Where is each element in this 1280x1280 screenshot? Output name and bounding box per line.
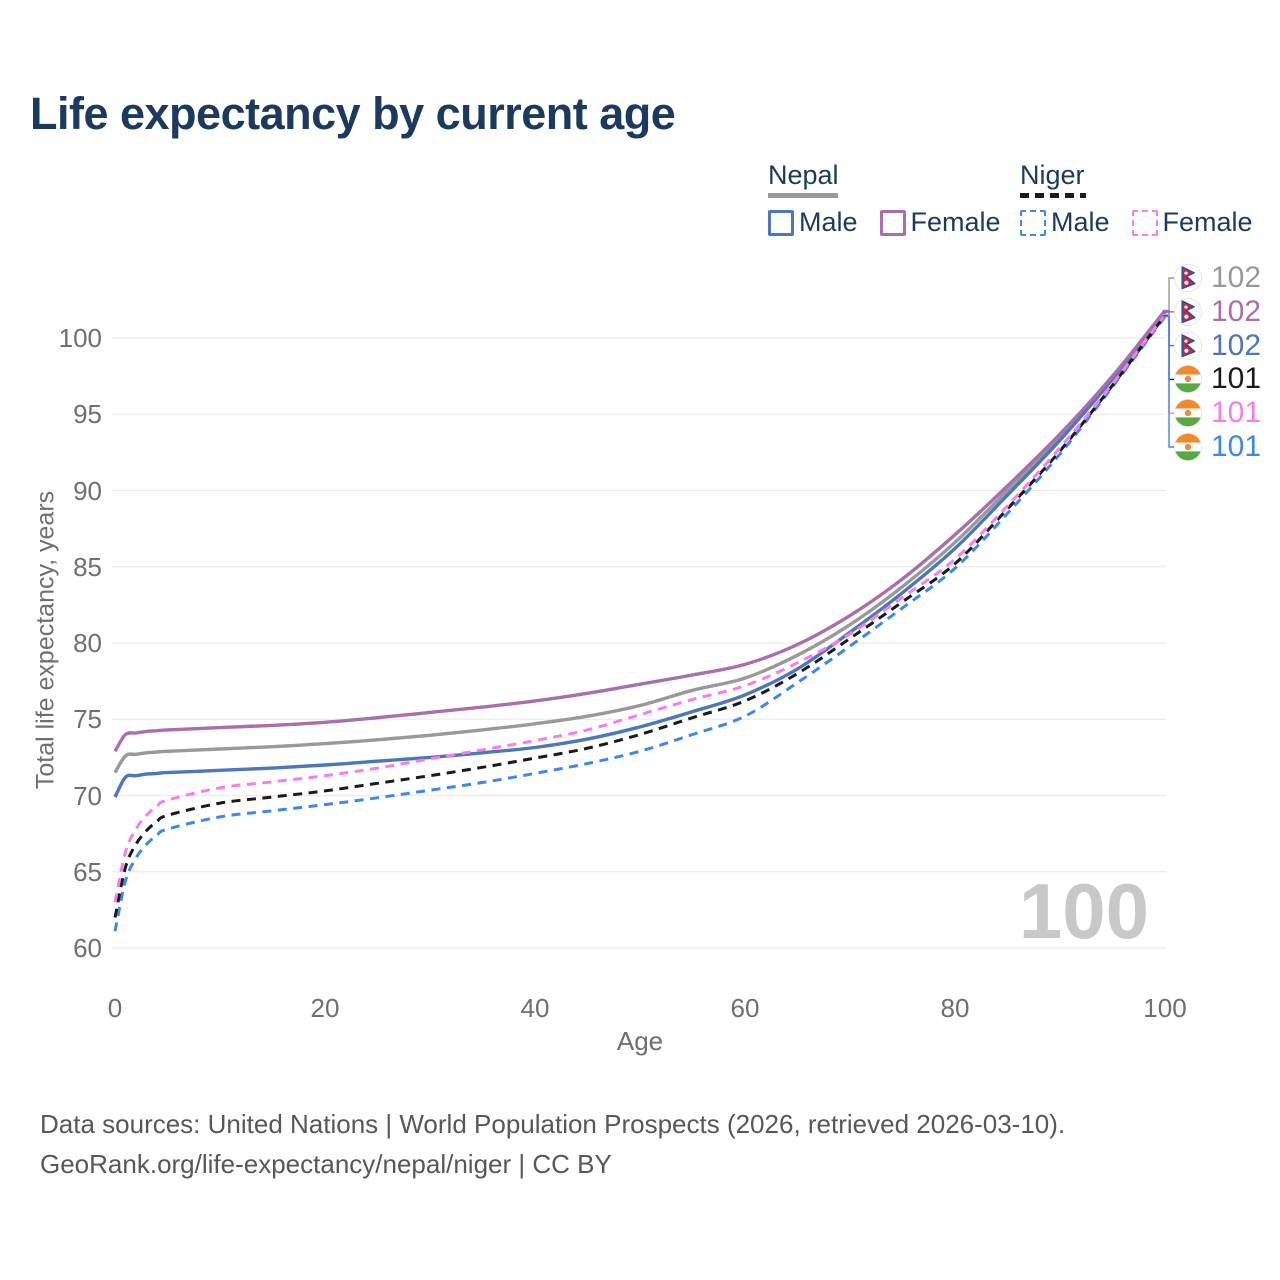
niger-flag-icon: [1173, 432, 1203, 462]
nepal-flag-icon: [1173, 331, 1203, 360]
end-label-value: 102: [1211, 294, 1262, 328]
x-tick-label-100: 100: [1143, 993, 1187, 1023]
nepal-female-swatch-icon: [879, 209, 906, 236]
end-label-row-niger-male: 101: [1173, 430, 1262, 463]
footer-data-sources: Data sources: United Nations | World Pop…: [40, 1109, 1066, 1139]
end-label-row-niger-female: 101: [1173, 396, 1262, 430]
legend-group-title-nepal: Nepal: [768, 160, 839, 190]
nepal-flag-icon: [1173, 263, 1203, 293]
legend-group-niger: Niger Male Female: [1020, 160, 1253, 238]
leader-line-niger-male: [1163, 315, 1174, 448]
y-tick-label-85: 85: [73, 551, 102, 582]
legend-row-niger: Male Female: [1020, 207, 1253, 238]
x-tick-label-80: 80: [940, 993, 970, 1023]
footer-attribution: GeoRank.org/life-expectancy/nepal/niger …: [40, 1149, 612, 1179]
age-counter-watermark: 100: [1018, 867, 1149, 955]
end-label-value: 101: [1211, 362, 1262, 396]
nepal-flag-icon: [1173, 297, 1203, 326]
y-tick-label-70: 70: [73, 780, 102, 811]
legend-row-nepal: Male Female: [768, 207, 1001, 238]
series-line-niger-female: [113, 313, 1167, 903]
legend-item-label: Female: [910, 207, 1001, 237]
nepal-male-swatch-icon: [768, 209, 794, 236]
y-tick-label-90: 90: [73, 475, 102, 506]
end-label-value: 102: [1211, 261, 1262, 294]
legend-item-nepal-female[interactable]: Female: [879, 207, 1001, 238]
leader-line-nepal-both: [1163, 277, 1174, 312]
series-line-nepal-male: [113, 311, 1167, 798]
series-line-nepal-female: [113, 309, 1167, 753]
legend-item-label: Female: [1162, 207, 1253, 237]
y-tick-label-75: 75: [73, 704, 102, 735]
end-label-value: 102: [1211, 328, 1262, 362]
legend-underline-solid: [768, 193, 838, 198]
end-label-value: 101: [1211, 430, 1262, 463]
end-label-row-nepal-both: 102: [1173, 261, 1262, 294]
leader-line-nepal-female: [1163, 309, 1174, 313]
y-tick-label-65: 65: [73, 856, 102, 887]
y-tick-label-60: 60: [73, 933, 102, 963]
end-label-row-nepal-male: 102: [1173, 328, 1262, 362]
end-label-row-nepal-female: 102: [1173, 294, 1262, 328]
legend-item-niger-male[interactable]: Male: [1020, 207, 1110, 238]
end-label-row-niger-both: 101: [1173, 362, 1262, 396]
x-tick-label-20: 20: [310, 993, 340, 1023]
series-line-niger-male: [113, 315, 1167, 932]
x-tick-label-40: 40: [520, 993, 550, 1023]
niger-flag-icon: [1173, 399, 1203, 428]
y-tick-label-95: 95: [73, 399, 102, 430]
series-line-niger-both: [113, 314, 1167, 918]
legend-group-title-niger: Niger: [1020, 160, 1085, 190]
niger-female-swatch-icon: [1131, 209, 1158, 236]
legend-item-nepal-male[interactable]: Male: [768, 207, 858, 238]
x-axis-title: Age: [616, 1026, 664, 1056]
niger-male-swatch-icon: [1020, 209, 1046, 236]
legend-item-niger-female[interactable]: Female: [1131, 207, 1253, 238]
end-label-value: 101: [1211, 396, 1262, 430]
x-tick-label-60: 60: [730, 993, 760, 1023]
legend-group-nepal: Nepal Male Female: [768, 160, 1001, 238]
niger-flag-icon: [1173, 365, 1203, 394]
legend-item-label: Male: [799, 207, 858, 237]
x-tick-label-0: 0: [107, 993, 123, 1023]
y-tick-label-80: 80: [73, 628, 102, 658]
legend-item-label: Male: [1051, 207, 1110, 237]
footer: Data sources: United Nations | World Pop…: [40, 1104, 1065, 1184]
y-tick-label-100: 100: [58, 323, 102, 353]
legend-underline-dashed: [1020, 193, 1086, 198]
chart-title: Life expectancy by current age: [30, 88, 676, 139]
series-line-nepal-both: [113, 310, 1167, 774]
